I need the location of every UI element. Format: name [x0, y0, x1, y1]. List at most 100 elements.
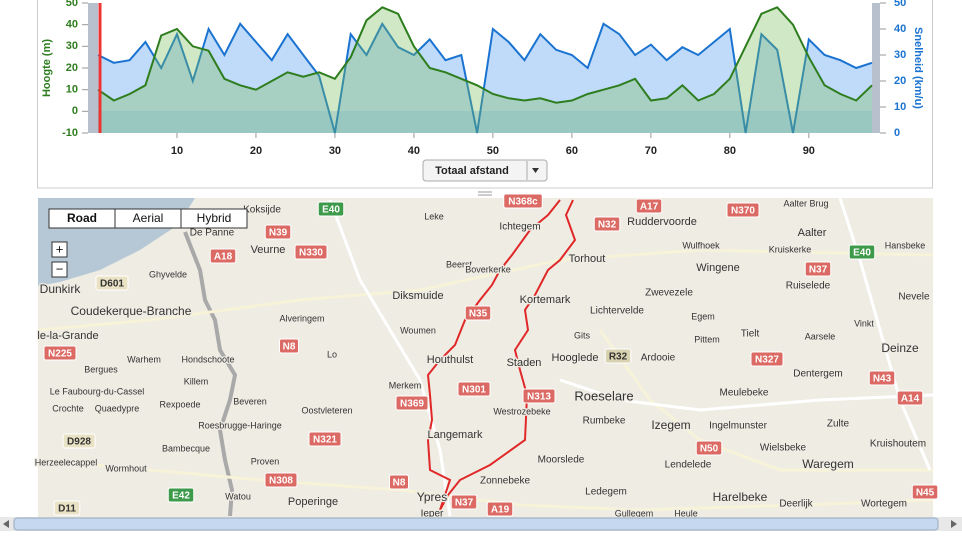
- road-label: N330: [299, 248, 323, 259]
- y2-tick-label: 40: [894, 23, 906, 35]
- place-label: Herzeelecappel: [35, 457, 98, 467]
- y2-tick-label: 30: [894, 49, 906, 61]
- place-label: Crochte: [52, 403, 84, 413]
- series-line: [97, 21, 873, 134]
- zoom-button[interactable]: [51, 241, 68, 258]
- place-label: Ichtegem: [499, 222, 540, 233]
- place-label: Koksijde: [243, 205, 281, 216]
- place-label: Ruiselede: [786, 281, 831, 292]
- place-label: Zulte: [827, 419, 850, 430]
- road-label: N225: [48, 349, 72, 360]
- map[interactable]: Koksijde De Panne Veurne Leke Ichtegem Rudder…: [33, 193, 939, 521]
- dropdown-label: Totaal afstand: [435, 165, 509, 177]
- road-shield: [62, 433, 96, 449]
- road-shield: [457, 381, 491, 397]
- road-label: E42: [172, 491, 190, 502]
- place-label: Diksmuide: [392, 290, 443, 302]
- scroll-left[interactable]: [3, 520, 9, 528]
- zoom-label: −: [56, 261, 64, 276]
- place-label: Heule: [674, 508, 698, 518]
- map-type-button[interactable]: [180, 208, 248, 229]
- road-shield: [464, 305, 492, 321]
- road-label: N43: [873, 374, 892, 385]
- zoom-label: +: [56, 241, 64, 256]
- place-label: Proven: [251, 456, 280, 466]
- place-label: Tielt: [741, 329, 760, 340]
- road-label: N32: [598, 220, 617, 231]
- y-tick-label: 10: [66, 84, 78, 96]
- route: [426, 199, 577, 511]
- map-type-label: Aerial: [133, 211, 164, 225]
- place-label: Aarsele: [805, 331, 836, 341]
- x-tick-label: 20: [250, 145, 262, 157]
- x-tick-label: 60: [566, 145, 578, 157]
- road-shield: [209, 248, 237, 264]
- road-shield: [395, 395, 429, 411]
- place-label: Kruishoutem: [870, 439, 926, 450]
- y-tick-label: 30: [66, 40, 78, 52]
- road-label: N368c: [508, 197, 538, 208]
- place-label: Vinkt: [854, 318, 874, 328]
- place-label: Meulebeke: [720, 388, 769, 399]
- scroll-thumb[interactable]: [13, 517, 939, 531]
- place-label: Ledegem: [585, 487, 627, 498]
- zoom-button[interactable]: [51, 261, 68, 278]
- place-label: Wielsbeke: [760, 443, 807, 454]
- road-label: N327: [755, 355, 779, 366]
- place-label: Dentergem: [793, 369, 842, 380]
- place-label: Alveringem: [279, 313, 324, 323]
- plot: -10 0 10 20 30 40 50 0 10 20 30 40 50 10 20 30 40 50 60 70 8…: [62, 0, 906, 157]
- place-label: Westrozebeke: [493, 406, 550, 416]
- place-label: Lo: [327, 349, 337, 359]
- y2-tick-label: 20: [894, 75, 906, 87]
- place-label: Merkem: [389, 380, 422, 390]
- place-label: Ypres: [417, 490, 447, 504]
- place-label: Ingelmunster: [709, 421, 767, 432]
- map-type-label: Road: [67, 211, 97, 225]
- road-label: N45: [916, 488, 935, 499]
- place-label: Moorslede: [538, 455, 585, 466]
- road-shield: [294, 244, 328, 260]
- road-label: A19: [491, 505, 510, 516]
- y-tick-label: -10: [62, 127, 78, 139]
- xaxis-dropdown[interactable]: [422, 159, 548, 182]
- road-shield: [95, 275, 129, 291]
- place-label: Egem: [691, 311, 715, 321]
- dropdown-arrow: [532, 168, 539, 173]
- place-label: Watou: [225, 491, 251, 501]
- series-line: [97, 6, 873, 104]
- place-label: Deinze: [881, 341, 919, 355]
- place-label: Hansbeke: [885, 240, 926, 250]
- place-label: Bambecque: [162, 443, 210, 453]
- scroll-right[interactable]: [951, 520, 957, 528]
- place-label: Aalter Brug: [783, 198, 828, 208]
- place-label: Gits: [574, 330, 591, 340]
- place-label: Wortegem: [861, 499, 907, 510]
- place-label: Harelbeke: [713, 490, 768, 504]
- place-label: Beveren: [233, 396, 267, 406]
- road-shield: [503, 193, 543, 209]
- place-label: Torhout: [569, 253, 606, 265]
- place-label: Hooglede: [551, 352, 598, 364]
- road-shield: [264, 472, 298, 488]
- road-shield: [750, 351, 784, 367]
- road-label: N301: [462, 385, 486, 396]
- road-label: E40: [322, 205, 340, 216]
- road-shield: [911, 484, 939, 500]
- road-shield: [308, 431, 342, 447]
- road-label: A14: [901, 394, 920, 405]
- place-label: Roesbrugge-Haringe: [198, 420, 282, 430]
- place-label: Kruiskerke: [769, 244, 812, 254]
- place-label: Bergues: [84, 364, 118, 374]
- y-tick-label: 50: [66, 0, 78, 9]
- place-label: Poperinge: [288, 496, 338, 508]
- road-label: N370: [731, 206, 755, 217]
- road-shield: [804, 261, 832, 277]
- road-shield: [450, 494, 478, 510]
- road-shield: [593, 216, 621, 232]
- place-label: Killem: [184, 376, 209, 386]
- border: [183, 231, 238, 517]
- road-label: E40: [853, 248, 871, 259]
- road-label: N39: [269, 228, 288, 239]
